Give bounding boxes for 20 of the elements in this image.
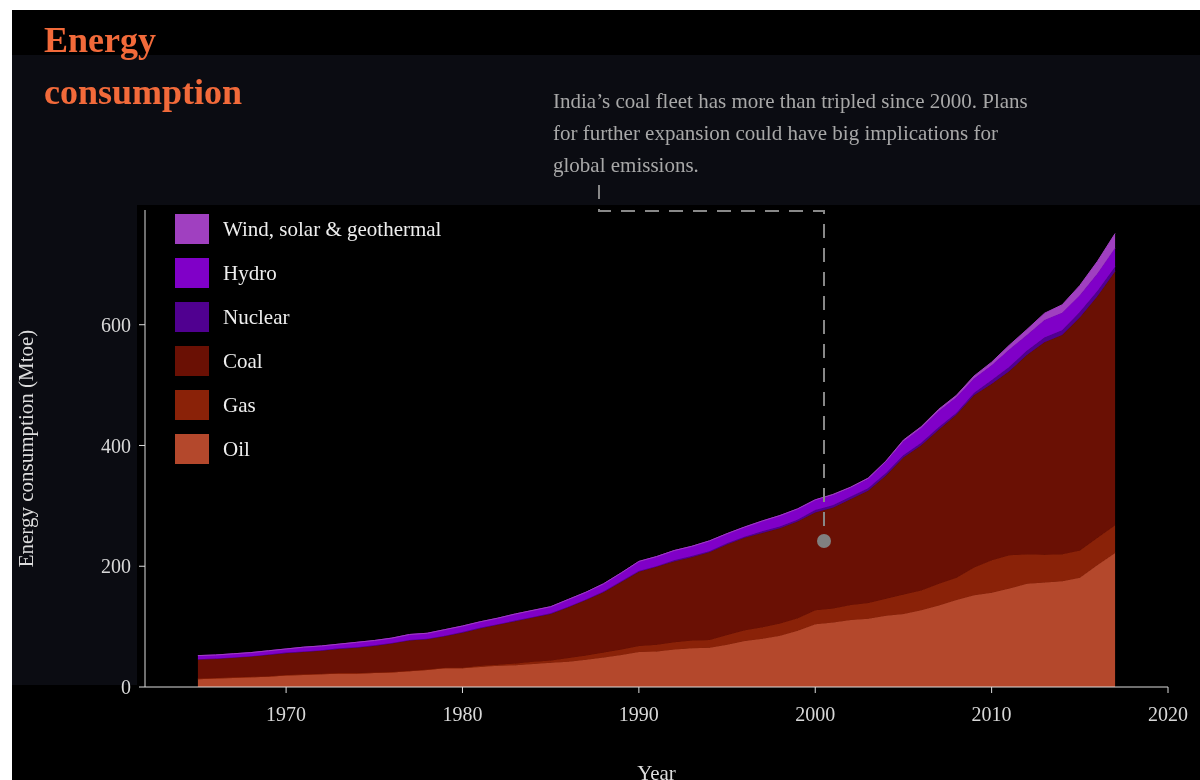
y-axis-title: Energy consumption (Mtoe): [14, 329, 39, 568]
legend-label: Wind, solar & geothermal: [223, 216, 442, 242]
x-tick-label: 2000: [795, 703, 836, 726]
y-tick-label: 200: [101, 555, 131, 578]
legend-label: Nuclear: [223, 304, 290, 330]
x-axis-title: Year: [637, 761, 676, 780]
x-tick-label: 1980: [442, 703, 483, 726]
legend-label: Coal: [223, 348, 263, 374]
x-tick-label: 1990: [618, 703, 659, 726]
y-tick-label: 0: [121, 676, 131, 699]
x-tick-label: 1970: [266, 703, 307, 726]
legend-label: Hydro: [223, 260, 277, 286]
y-tick-label: 400: [101, 434, 131, 457]
y-tick-label: 600: [101, 313, 131, 336]
legend-label: Oil: [223, 436, 250, 462]
text: India’s coal fleet has more than tripled since 2000. Plans for further expansion could have big implications for global emissions.: [553, 88, 1029, 179]
legend-label: Gas: [223, 392, 256, 418]
x-tick-label: 2020: [1148, 703, 1188, 726]
x-tick-label: 2010: [971, 703, 1012, 726]
chart-title: Energy consumption: [44, 19, 244, 114]
